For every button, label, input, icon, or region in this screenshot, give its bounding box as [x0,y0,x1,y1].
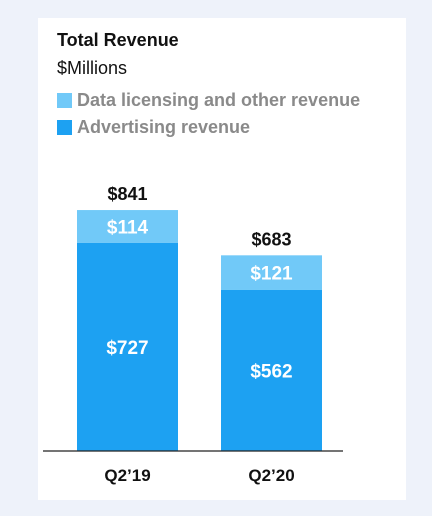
legend-swatch-advertising [57,120,72,135]
bar-data-licensing-0 [77,210,178,243]
label-advertising-1: $562 [250,361,292,382]
label-data-licensing-0: $114 [107,217,149,238]
labels-group: $727 $114 $841 Q2’19 $562 $121 $683 Q2’20 [104,184,294,485]
label-data-licensing-1: $121 [250,264,293,285]
label-advertising-0: $727 [106,338,148,359]
bar-advertising-0 [77,242,178,451]
bar-data-licensing-1 [221,255,322,290]
legend-label-data-licensing: Data licensing and other revenue [77,90,361,110]
x-tick-label-0: Q2’19 [104,466,150,485]
x-tick-label-1: Q2’20 [248,466,294,485]
chart-subtitle: $Millions [57,58,128,78]
chart-card: Total Revenue $Millions Data licensing a… [38,18,406,500]
chart-title: Total Revenue [57,30,179,50]
chart-plot: $727 $114 $841 Q2’19 $562 $121 $683 Q2’20 [43,184,343,485]
legend-swatch-data-licensing [57,93,72,108]
bar-advertising-1 [221,289,322,451]
legend-label-advertising: Advertising revenue [77,117,251,137]
total-label-0: $841 [107,184,147,204]
total-label-1: $683 [251,229,291,249]
bars-group [77,210,322,451]
